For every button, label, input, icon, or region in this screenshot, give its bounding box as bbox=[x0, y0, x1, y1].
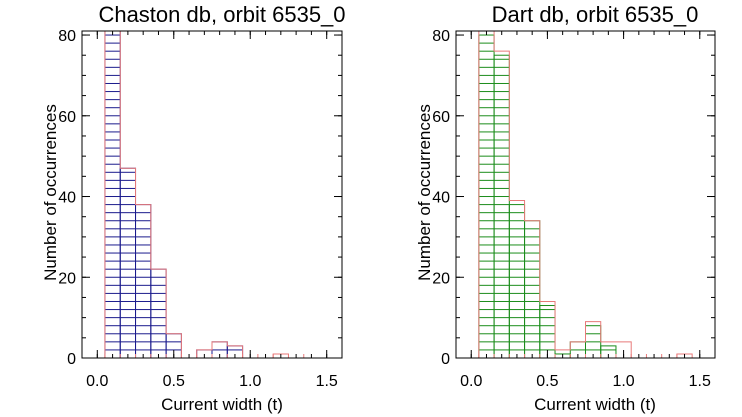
bar bbox=[135, 204, 152, 359]
x-tick-label: 1.5 bbox=[316, 373, 338, 390]
x-tick-label: 0.5 bbox=[163, 373, 185, 390]
plot-frame bbox=[81, 30, 343, 359]
bar bbox=[119, 167, 137, 359]
x-tick-label: 0.0 bbox=[86, 373, 108, 390]
bar bbox=[104, 30, 121, 359]
y-tick-label: 0 bbox=[441, 351, 450, 368]
x-tick-label: 0.5 bbox=[536, 373, 558, 390]
chart-title: Chaston db, orbit 6535_0 bbox=[98, 2, 345, 27]
plot-frame bbox=[455, 30, 716, 359]
x-tick-label: 1.5 bbox=[689, 373, 711, 390]
y-tick-label: 60 bbox=[432, 109, 450, 126]
y-tick-label: 40 bbox=[432, 190, 450, 207]
outline-series bbox=[104, 30, 320, 359]
y-axis-label: Number of occurrences bbox=[415, 104, 434, 281]
outline-series bbox=[478, 30, 693, 359]
chart-panel-2: 0.0 0.5 1.0 1.5 0 20 40 60 80 Dart db, orbit 6535… bbox=[415, 2, 716, 414]
x-axis-label: Current width (t) bbox=[161, 395, 283, 414]
y-tick-label: 60 bbox=[58, 109, 76, 126]
y-tick-label: 20 bbox=[58, 270, 76, 287]
x-tick-label: 1.0 bbox=[612, 373, 634, 390]
x-tick-label: 1.0 bbox=[239, 373, 261, 390]
y-tick-label: 40 bbox=[58, 190, 76, 207]
y-axis-label: Number of occurrences bbox=[41, 104, 60, 281]
bar bbox=[478, 34, 495, 359]
chart-title: Dart db, orbit 6535_0 bbox=[492, 2, 699, 27]
bar bbox=[585, 325, 602, 359]
bar bbox=[508, 204, 526, 359]
bar bbox=[493, 54, 510, 359]
bar bbox=[524, 220, 541, 359]
y-tick-label: 20 bbox=[432, 270, 450, 287]
y-tick-label: 0 bbox=[67, 351, 76, 368]
x-axis-label: Current width (t) bbox=[534, 395, 656, 414]
bar bbox=[150, 268, 167, 359]
y-tick-label: 80 bbox=[432, 28, 450, 45]
x-tick-label: 0.0 bbox=[460, 373, 482, 390]
chart-panel-1: 0.0 0.5 1.0 1.5 0 20 40 60 80 Chaston db, orbit 6… bbox=[41, 2, 346, 414]
y-tick-label: 80 bbox=[58, 28, 76, 45]
